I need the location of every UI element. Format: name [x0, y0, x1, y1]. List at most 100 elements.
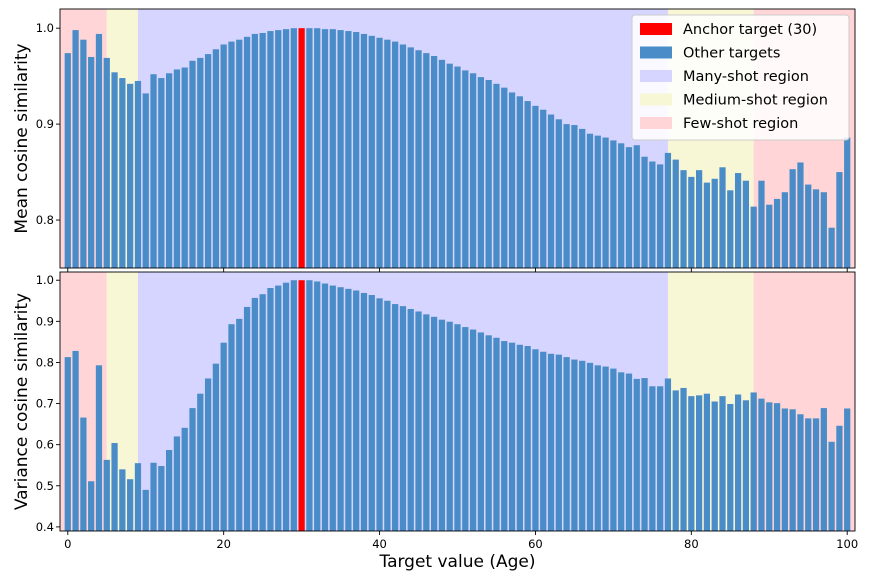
bar [672, 390, 679, 531]
anchor-bar [298, 28, 305, 269]
bar [633, 145, 640, 268]
bar [727, 403, 734, 531]
bar [119, 78, 126, 268]
bar [181, 67, 188, 268]
bar [641, 156, 648, 268]
bar [680, 170, 687, 268]
bar [812, 189, 820, 268]
bar [267, 288, 274, 531]
bar [212, 363, 219, 531]
bar [290, 280, 297, 531]
bar [602, 137, 609, 268]
bar [80, 39, 87, 269]
bar [173, 436, 181, 531]
bar [812, 418, 820, 531]
bar [696, 395, 703, 531]
bar [781, 408, 788, 531]
bar [602, 366, 609, 531]
bar [711, 178, 718, 268]
bar [727, 190, 734, 268]
bar [742, 180, 749, 268]
bar [251, 297, 258, 531]
anchor-bar [298, 280, 305, 531]
bar [251, 33, 258, 269]
y-axis-label: Variance cosine similarity [12, 293, 32, 510]
bar [446, 321, 453, 531]
bar [127, 83, 134, 268]
y-axis-label: Mean cosine similarity [12, 43, 32, 233]
x-tick-label: 100 [836, 537, 858, 551]
bar [158, 78, 165, 268]
bar [501, 341, 508, 531]
bar [103, 57, 110, 268]
bar [649, 161, 656, 268]
bar [594, 365, 601, 531]
bar [688, 396, 695, 531]
bar [773, 198, 781, 268]
bar [368, 35, 375, 269]
bar [579, 360, 586, 531]
bar [173, 69, 181, 268]
bar [399, 306, 407, 531]
bar [282, 282, 290, 531]
bar [64, 53, 71, 268]
bar [547, 353, 555, 531]
bar [158, 466, 165, 531]
bar [376, 298, 383, 531]
bar [649, 386, 656, 531]
bar [485, 335, 492, 531]
bar [220, 342, 227, 531]
bar [563, 357, 570, 531]
bar [438, 319, 446, 531]
bar [399, 44, 407, 269]
bar [376, 37, 383, 269]
bar [134, 80, 142, 268]
bar [103, 459, 110, 531]
bar [734, 394, 742, 531]
legend-swatch [640, 46, 672, 59]
bar [540, 109, 547, 268]
bar [664, 378, 672, 531]
bar [95, 33, 103, 269]
legend-swatch [640, 93, 672, 106]
bar [243, 306, 251, 531]
bar [446, 63, 453, 268]
bar [579, 128, 586, 268]
bar [501, 87, 508, 268]
bar [454, 324, 461, 531]
legend-swatch [640, 23, 672, 35]
x-tick-label: 40 [372, 537, 387, 551]
bar [166, 450, 173, 531]
bar [290, 28, 297, 269]
panel-2: 0.4 0.5 0.6 0.7 0.8 0.9 1.0 0 20 40 60 80 100 Varianc… [12, 271, 858, 551]
legend-swatch [640, 70, 672, 82]
bar [828, 227, 835, 268]
x-tick-label: 20 [216, 537, 231, 551]
y-tick-label: 0.9 [36, 314, 54, 328]
bar [750, 392, 757, 531]
bar [111, 443, 118, 531]
bar [306, 280, 313, 531]
bar [532, 349, 539, 531]
bar [540, 351, 547, 531]
bar [805, 184, 812, 268]
bar [836, 172, 843, 268]
bar [392, 41, 399, 269]
bar [197, 393, 204, 531]
bar [719, 167, 726, 268]
legend-swatch [640, 117, 672, 129]
y-tick-label: 0.8 [36, 213, 54, 227]
bar [828, 441, 835, 531]
y-tick-label: 0.8 [36, 355, 54, 369]
bar [329, 29, 336, 269]
bar [773, 403, 781, 531]
axes-frame [59, 8, 856, 269]
bar [236, 39, 243, 269]
bar [680, 387, 687, 531]
bar [797, 414, 804, 531]
bar [547, 114, 555, 268]
x-tick-label: 60 [528, 537, 543, 551]
bar [820, 192, 827, 268]
bar [625, 147, 633, 268]
bar [212, 49, 219, 269]
